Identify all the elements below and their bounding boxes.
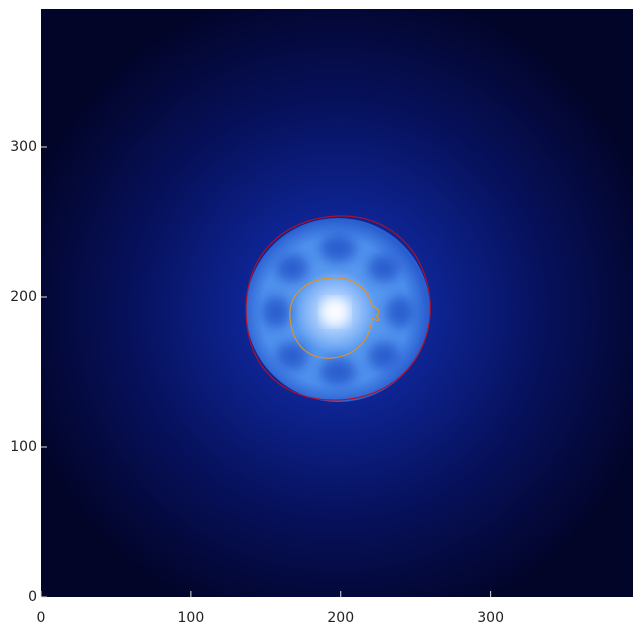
image bbox=[41, 9, 633, 597]
x-tick-label: 100 bbox=[178, 610, 205, 626]
axes: 0 100 200 300 0 100 200 300 bbox=[10, 139, 504, 626]
x-tick-label: 0 bbox=[37, 610, 46, 626]
y-tick-label: 200 bbox=[10, 289, 37, 305]
y-tick-label: 0 bbox=[28, 589, 37, 605]
y-tick-label: 300 bbox=[10, 139, 37, 155]
x-tick-label: 200 bbox=[327, 610, 354, 626]
x-tick-label: 300 bbox=[477, 610, 504, 626]
y-tick-label: 100 bbox=[10, 439, 37, 455]
